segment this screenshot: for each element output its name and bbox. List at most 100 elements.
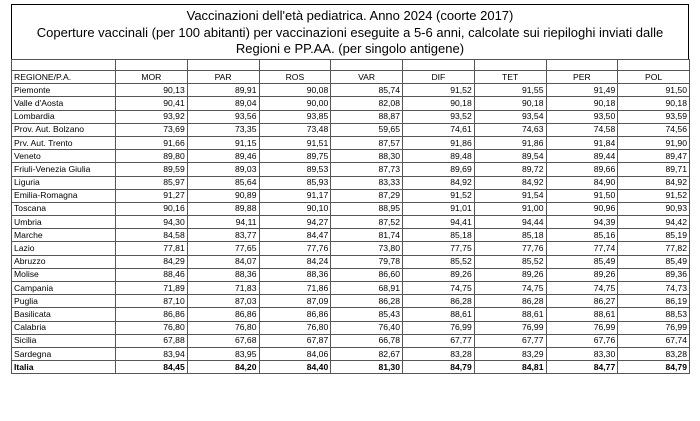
value-cell: 91,50 — [617, 83, 690, 98]
value-cell: 91,86 — [402, 135, 475, 151]
value-cell: 84,58 — [115, 228, 188, 243]
value-cell: 84,20 — [186, 360, 260, 375]
column-header: PAR — [186, 69, 260, 85]
value-cell: 67,87 — [258, 333, 332, 348]
column-header: TET — [473, 69, 547, 85]
value-cell: 88,46 — [115, 267, 188, 283]
value-cell: 85,18 — [473, 228, 547, 243]
value-cell: 91,51 — [258, 135, 332, 151]
value-cell: 89,26 — [402, 267, 475, 283]
region-cell: Lombardia — [11, 109, 116, 124]
table-row: Basilicata 86,86 86,86 86,86 85,43 88,61 88,61… — [11, 307, 690, 322]
value-cell: 84,92 — [617, 175, 690, 190]
value-cell: 94,30 — [115, 215, 188, 230]
table-row: Friuli-Venezia Giulia 89,59 89,03 89,53 87,7… — [11, 162, 690, 177]
value-cell: 87,09 — [258, 294, 332, 309]
value-cell: 74,75 — [402, 280, 475, 296]
table-row: Puglia 87,10 87,03 87,09 86,28 86,28 86,28 86,2… — [11, 294, 690, 309]
value-cell: 67,68 — [186, 333, 260, 348]
table-row: Veneto 89,80 89,46 89,75 88,30 89,48 89,54 89,4… — [11, 149, 690, 164]
column-header: PER — [545, 69, 619, 85]
value-cell: 84,45 — [115, 360, 188, 375]
region-cell: Friuli-Venezia Giulia — [11, 162, 116, 177]
value-cell: 84,90 — [545, 175, 619, 190]
value-cell: 73,48 — [258, 122, 332, 137]
table-row: Valle d'Aosta 90,41 89,04 90,00 82,08 90,18 90… — [11, 96, 690, 111]
value-cell: 76,99 — [402, 320, 475, 335]
value-cell: 71,83 — [186, 280, 260, 296]
value-cell: 90,18 — [402, 96, 475, 111]
value-cell: 90,08 — [258, 83, 332, 98]
value-cell: 89,75 — [258, 149, 332, 164]
value-cell: 91,86 — [473, 135, 547, 151]
table-row: Lazio 77,81 77,65 77,76 73,80 77,75 77,76 77,74… — [11, 241, 690, 256]
value-cell: 83,29 — [473, 346, 547, 362]
value-cell: 90,89 — [186, 188, 260, 203]
page-subtitle: Coperture vaccinali (per 100 abitanti) p… — [36, 25, 664, 56]
value-cell: 89,53 — [258, 162, 332, 177]
value-cell: 94,27 — [258, 215, 332, 230]
value-cell: 71,86 — [258, 280, 332, 296]
value-cell: 86,86 — [258, 307, 332, 322]
value-cell: 86,28 — [473, 294, 547, 309]
value-cell: 89,36 — [617, 267, 690, 283]
value-cell: 88,36 — [258, 267, 332, 283]
value-cell: 84,06 — [258, 346, 332, 362]
value-cell: 87,73 — [330, 162, 403, 177]
table-row: Umbria 94,30 94,11 94,27 87,52 94,41 94,44 94,3… — [11, 215, 690, 230]
value-cell: 91,52 — [402, 188, 475, 203]
table-row: Prv. Aut. Trento 91,66 91,15 91,51 87,57 91,8… — [11, 135, 690, 151]
value-cell: 89,91 — [186, 83, 260, 98]
value-cell: 66,78 — [330, 333, 403, 348]
region-cell: Umbria — [11, 215, 116, 230]
value-cell: 88,61 — [473, 307, 547, 322]
value-cell: 83,94 — [115, 346, 188, 362]
value-cell: 85,52 — [402, 254, 475, 269]
value-cell: 91,01 — [402, 201, 475, 217]
table-row: Prov. Aut. Bolzano 73,69 73,35 73,48 59,65 74… — [11, 122, 690, 137]
table-row: Piemonte 90,13 89,91 90,08 85,74 91,52 91,55 91… — [11, 83, 690, 98]
value-cell: 89,46 — [186, 149, 260, 164]
value-cell: 93,92 — [115, 109, 188, 124]
value-cell: 86,86 — [115, 307, 188, 322]
value-cell: 83,28 — [617, 346, 690, 362]
value-cell: 85,64 — [186, 175, 260, 190]
table-row: Toscana 90,16 89,88 90,10 88,95 91,01 91,00 90,… — [11, 201, 690, 217]
region-cell: Emilia-Romagna — [11, 188, 116, 203]
region-cell: Toscana — [11, 201, 116, 217]
page-title: Vaccinazioni dell'età pediatrica. Anno 2… — [186, 8, 514, 23]
value-cell: 82,08 — [330, 96, 403, 111]
value-cell: 84,92 — [402, 175, 475, 190]
region-cell: Marche — [11, 228, 116, 243]
table-row: Abruzzo 84,29 84,07 84,24 79,78 85,52 85,52 85,… — [11, 254, 690, 269]
value-cell: 76,80 — [186, 320, 260, 335]
value-cell: 94,39 — [545, 215, 619, 230]
value-cell: 76,80 — [258, 320, 332, 335]
value-cell: 74,63 — [473, 122, 547, 137]
column-header: POL — [617, 69, 690, 85]
value-cell: 83,33 — [330, 175, 403, 190]
value-cell: 94,11 — [186, 215, 260, 230]
value-cell: 89,66 — [545, 162, 619, 177]
value-cell: 91,90 — [617, 135, 690, 151]
value-cell: 88,61 — [545, 307, 619, 322]
value-cell: 89,69 — [402, 162, 475, 177]
value-cell: 73,80 — [330, 241, 403, 256]
value-cell: 74,61 — [402, 122, 475, 137]
value-cell: 76,80 — [115, 320, 188, 335]
value-cell: 91,49 — [545, 83, 619, 98]
region-cell: Prov. Aut. Bolzano — [11, 122, 116, 137]
value-cell: 84,07 — [186, 254, 260, 269]
value-cell: 86,19 — [617, 294, 690, 309]
value-cell: 94,41 — [402, 215, 475, 230]
value-cell: 91,55 — [473, 83, 547, 98]
value-cell: 77,82 — [617, 241, 690, 256]
value-cell: 84,79 — [402, 360, 475, 375]
value-cell: 85,49 — [617, 254, 690, 269]
table-row: Calabria 76,80 76,80 76,80 76,40 76,99 76,99 76… — [11, 320, 690, 335]
value-cell: 91,54 — [473, 188, 547, 203]
value-cell: 93,85 — [258, 109, 332, 124]
value-cell: 89,44 — [545, 149, 619, 164]
value-cell: 88,30 — [330, 149, 403, 164]
value-cell: 90,00 — [258, 96, 332, 111]
